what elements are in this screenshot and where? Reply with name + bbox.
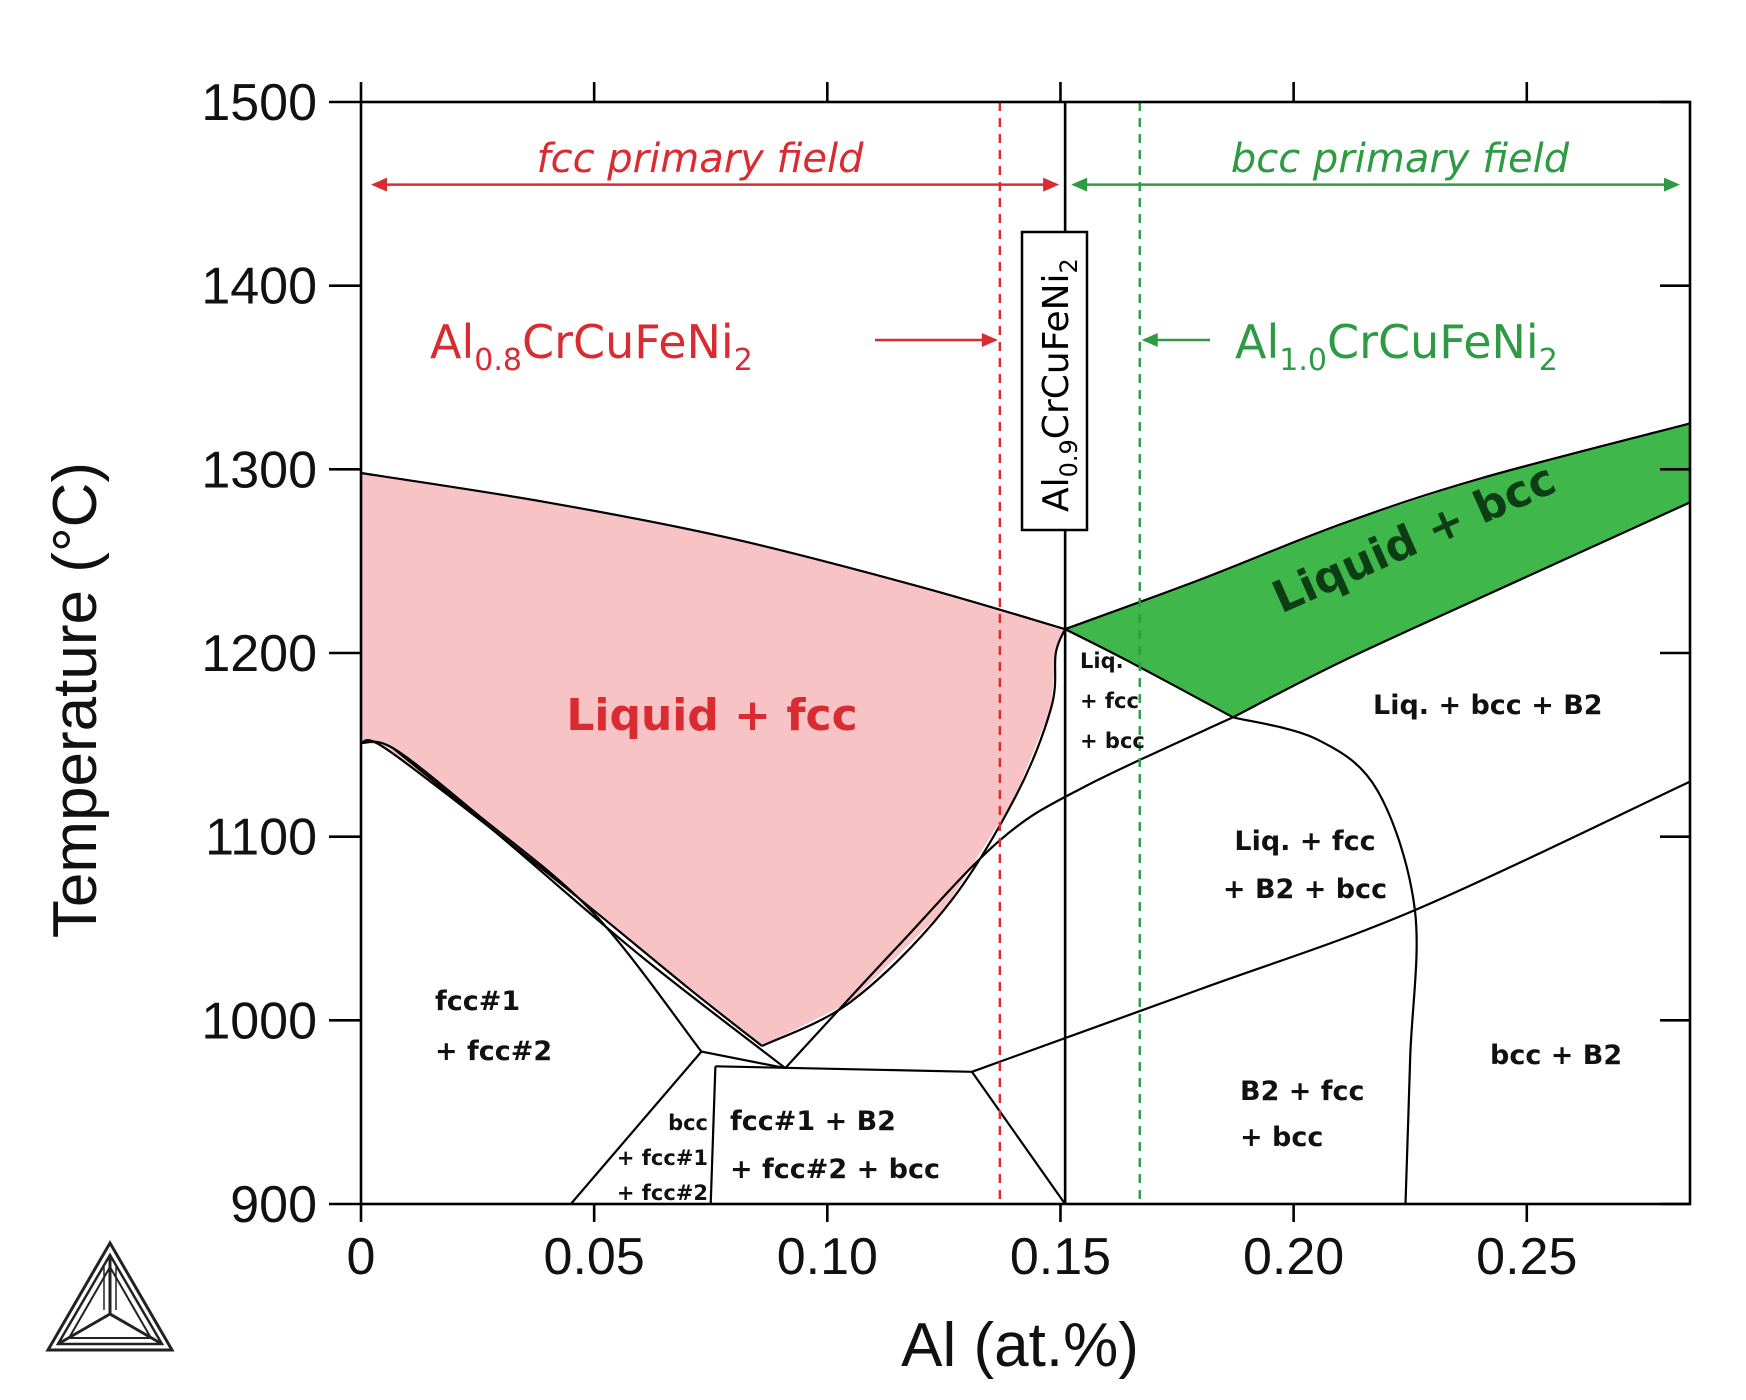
region-label-liq-fcc-bcc: Liq. <box>1080 649 1124 673</box>
region-label-b2-fcc-bcc: + bcc <box>1240 1122 1323 1153</box>
bcc-primary-field-label: bcc primary field <box>1231 136 1570 182</box>
al08-arrow-head <box>981 333 998 347</box>
composition-label-al09: Al0.9CrCuFeNi2 <box>1036 258 1083 512</box>
region-label-b2-fcc-bcc: B2 + fcc <box>1240 1076 1365 1107</box>
y-tick-label: 1000 <box>201 992 317 1050</box>
region-label-liq-bcc-b2: Liq. + bcc + B2 <box>1373 690 1603 721</box>
phase-fill-layer <box>361 423 1690 1046</box>
region-label-fcc1-fcc2: + fcc#2 <box>435 1036 552 1067</box>
liquid-fcc-fill <box>361 473 1066 1046</box>
boundary-liq-bcc-lower-left <box>1064 628 1234 719</box>
boundary-left-small-left <box>569 1050 703 1205</box>
x-tick-label: 0.20 <box>1243 1228 1344 1286</box>
al10-arrow-head <box>1141 333 1158 347</box>
y-tick-label: 900 <box>230 1176 317 1234</box>
primary-field-arrow-left-head-0 <box>371 177 387 192</box>
primary-field-arrow-left-head-1 <box>1071 177 1088 192</box>
composition-label-al10: Al1.0CrCuFeNi2 <box>1235 315 1558 378</box>
region-label-bcc-fcc1-fcc2: + fcc#1 <box>617 1146 708 1170</box>
boundary-solidus-fcc-right <box>761 628 1067 1047</box>
region-label-fcc1-b2-fcc2-bcc: + fcc#2 + bcc <box>730 1154 940 1185</box>
boundary-liquidus-fcc <box>360 471 1066 631</box>
x-tick-label: 0.15 <box>1010 1228 1111 1286</box>
axes-layer: 900 1000 1100 1200 1300 1400 1500 0 0.05 0.10 0.15… <box>201 74 1692 1286</box>
boundary-solidus-bcc-b2 <box>971 780 1691 1073</box>
boundary-left-small-right <box>709 1066 717 1205</box>
composition-label-al08: Al0.8CrCuFeNi2 <box>430 315 753 378</box>
y-tick-label: 1200 <box>201 625 317 683</box>
x-tick-label: 0.25 <box>1476 1228 1577 1286</box>
x-axis-title: Al (at.%) <box>901 1311 1139 1380</box>
composition-line-layer <box>371 102 1680 1204</box>
region-label-fcc1-fcc2: fcc#1 <box>435 986 520 1017</box>
boundary-left-small-top <box>701 1050 786 1070</box>
thermo-calc-logo-icon <box>45 1240 175 1352</box>
region-label-fcc1-b2-fcc2-bcc: fcc#1 + B2 <box>730 1106 896 1137</box>
region-label-bcc-fcc1-fcc2: bcc <box>668 1111 708 1135</box>
region-label-liq-fcc-bcc: + bcc <box>1080 729 1145 753</box>
y-tick-label: 1500 <box>201 74 317 132</box>
phase-boundary-layer <box>360 422 1691 1205</box>
boundary-lower-right-edge <box>971 1071 1066 1205</box>
boundary-solidus-fcc-left <box>360 739 763 1047</box>
region-label-bcc-b2: bcc + B2 <box>1490 1040 1622 1071</box>
region-label-liq-fcc-b2-bcc: Liq. + fcc <box>1234 826 1375 857</box>
region-label-liquid-fcc: Liquid + fcc <box>566 690 857 741</box>
boundary-b2-solvus <box>1232 716 1418 1205</box>
liquid-bcc-fill <box>1065 423 1690 718</box>
region-label-bcc-fcc1-fcc2: + fcc#2 <box>617 1181 708 1205</box>
boundary-three-phase-low-top <box>715 1065 972 1073</box>
fcc-primary-field-label: fcc primary field <box>537 136 865 182</box>
region-label-liq-fcc-b2-bcc: + B2 + bcc <box>1223 874 1387 905</box>
y-tick-label: 1300 <box>201 441 317 499</box>
y-axis-title: Temperature (°C) <box>41 462 110 938</box>
region-label-liq-fcc-bcc: + fcc <box>1080 689 1139 713</box>
boundary-liquidus-bcc-upper <box>1064 422 1691 631</box>
y-tick-label: 1400 <box>201 258 317 316</box>
y-tick-label: 1100 <box>205 809 317 867</box>
primary-field-arrow-right-head-0 <box>1043 177 1060 192</box>
boundary-fcc-miscibility-left <box>360 740 703 1053</box>
x-tick-label: 0 <box>347 1228 376 1286</box>
primary-field-arrow-right-head-1 <box>1664 177 1680 192</box>
boundary-liquidus-bcc-lower <box>1232 501 1691 719</box>
x-tick-label: 0.10 <box>777 1228 878 1286</box>
composition-box-al09 <box>1020 230 1089 532</box>
x-tick-label: 0.05 <box>544 1228 645 1286</box>
boundary-fcc-miscibility-right <box>392 747 786 1069</box>
